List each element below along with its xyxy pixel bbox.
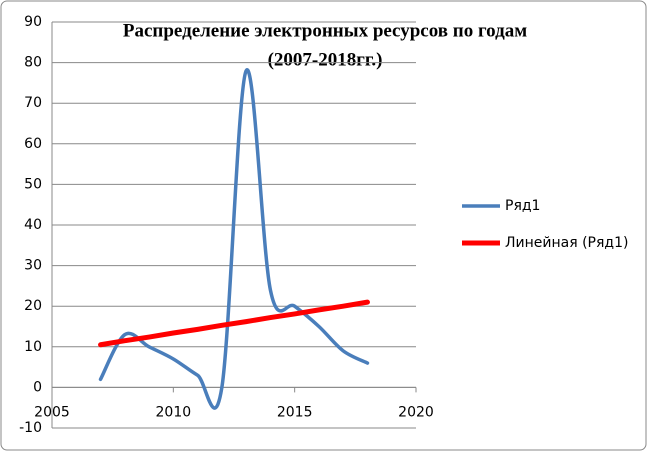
y-tick-label: 50 — [24, 176, 42, 192]
y-tick-label: 20 — [24, 298, 42, 314]
x-tick-label: 2005 — [34, 404, 70, 420]
x-tick-label: 2010 — [156, 404, 192, 420]
y-tick-label: -10 — [19, 420, 42, 436]
legend-label: Ряд1 — [505, 198, 540, 214]
y-tick-label: 70 — [24, 95, 42, 111]
y-tick-label: 90 — [24, 14, 42, 30]
y-tick-label: 30 — [24, 258, 42, 274]
y-tick-label: 80 — [24, 55, 42, 71]
legend-label: Линейная (Ряд1) — [505, 235, 628, 251]
y-tick-label: 0 — [33, 379, 42, 395]
x-tick-label: 2020 — [398, 404, 434, 420]
series-line — [98, 299, 370, 348]
x-tick-label: 2015 — [277, 404, 313, 420]
series-line — [98, 68, 370, 410]
chart-title: Распределение электронных ресурсов по го… — [123, 20, 527, 41]
y-tick-label: 40 — [24, 217, 42, 233]
y-tick-label: 60 — [24, 136, 42, 152]
chart-title: (2007-2018гг.) — [268, 49, 383, 70]
y-tick-label: 10 — [24, 339, 42, 355]
